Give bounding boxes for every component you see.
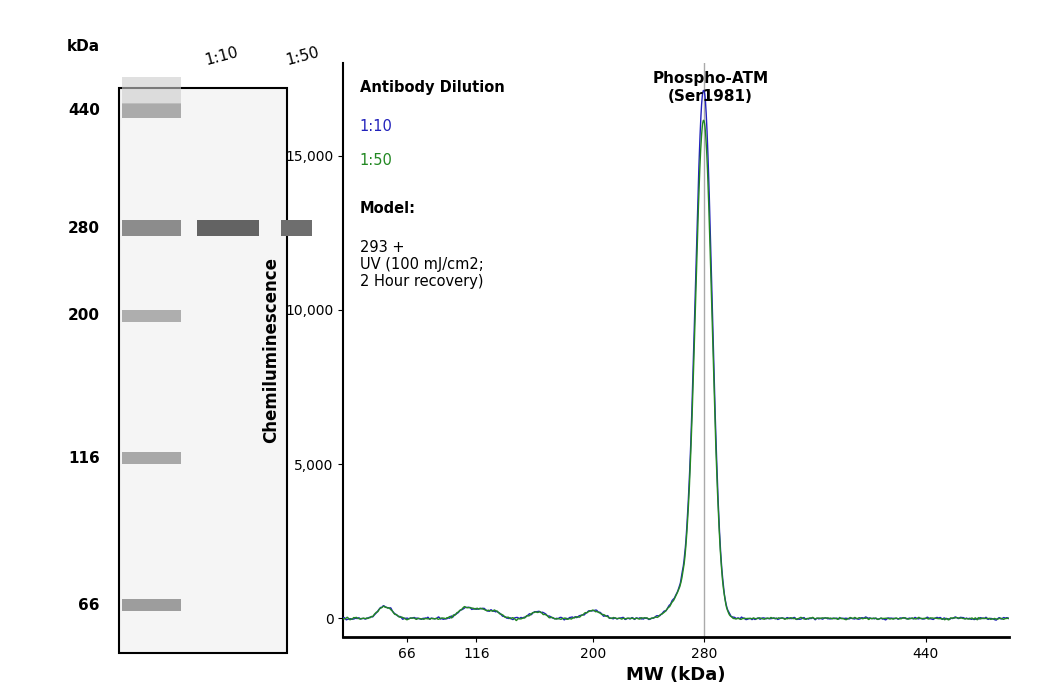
Bar xyxy=(197,220,259,236)
Y-axis label: Chemiluminescence: Chemiluminescence xyxy=(262,257,280,443)
Bar xyxy=(281,220,337,236)
Text: 293 +
UV (100 mJ/cm2;
2 Hour recovery): 293 + UV (100 mJ/cm2; 2 Hour recovery) xyxy=(360,239,484,289)
Text: 200: 200 xyxy=(68,309,100,323)
Text: Antibody Dilution: Antibody Dilution xyxy=(360,80,504,95)
Bar xyxy=(122,599,181,611)
Bar xyxy=(122,220,181,237)
Text: 66: 66 xyxy=(78,598,100,612)
X-axis label: MW (kDa): MW (kDa) xyxy=(626,666,726,685)
Bar xyxy=(122,452,181,464)
Text: 1:50: 1:50 xyxy=(284,44,321,67)
Text: Phospho-ATM
(Ser1981): Phospho-ATM (Ser1981) xyxy=(349,213,456,243)
Bar xyxy=(119,88,287,652)
Bar xyxy=(122,103,181,118)
Bar xyxy=(122,77,181,104)
Text: Model:: Model: xyxy=(360,201,416,216)
Text: 1:10: 1:10 xyxy=(360,119,393,134)
Text: 1:50: 1:50 xyxy=(360,153,393,169)
Text: kDa: kDa xyxy=(67,39,100,55)
Bar xyxy=(122,310,181,322)
Text: 440: 440 xyxy=(68,103,100,118)
Text: 1:10: 1:10 xyxy=(203,44,240,67)
Text: Phospho-ATM
(Ser1981): Phospho-ATM (Ser1981) xyxy=(653,71,769,104)
Text: 116: 116 xyxy=(68,451,100,466)
Text: 280: 280 xyxy=(68,220,100,236)
